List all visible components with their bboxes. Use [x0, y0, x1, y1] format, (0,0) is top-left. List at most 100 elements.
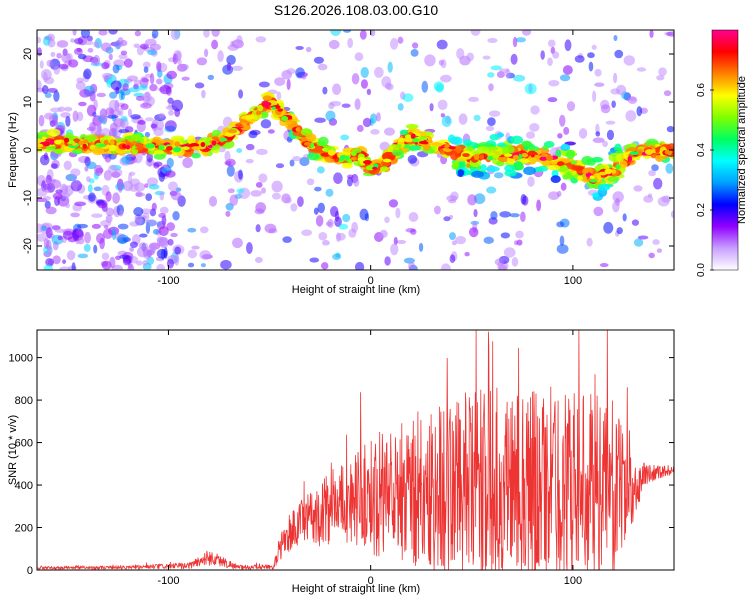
heatmap-cell: [144, 183, 149, 189]
heatmap-cell: [658, 67, 667, 77]
heatmap-cell: [605, 120, 616, 125]
heatmap-cell: [90, 124, 102, 137]
heatmap-cell: [70, 38, 75, 43]
heatmap-cell: [52, 255, 61, 265]
heatmap-cell: [593, 206, 604, 217]
heatmap-cell: [226, 62, 232, 72]
heatmap-cell: [452, 161, 460, 169]
heatmap-cell: [521, 153, 529, 158]
heatmap-cell: [93, 244, 98, 254]
heatmap-cell: [527, 176, 535, 187]
heatmap-cell: [341, 103, 351, 108]
colorbar-gradient: [711, 29, 739, 271]
heatmap-cell: [473, 154, 480, 161]
heatmap-cell: [166, 70, 178, 80]
heatmap-cell: [191, 245, 200, 250]
heatmap-cell: [43, 195, 52, 201]
heatmap-cell: [78, 101, 87, 107]
spectrogram-xlabel: Height of straight line (km): [292, 284, 420, 296]
heatmap-cell: [633, 185, 643, 192]
heatmap-cell: [581, 155, 594, 166]
heatmap-cell: [521, 140, 532, 147]
heatmap-cell: [648, 252, 655, 259]
heatmap-cell: [120, 103, 129, 111]
heatmap-cell: [145, 193, 153, 201]
heatmap-cell: [547, 57, 553, 67]
heatmap-cell: [181, 146, 190, 151]
snr-ytick-label: 400: [15, 480, 33, 492]
heatmap-cell: [587, 52, 595, 59]
heatmap-cell: [366, 88, 372, 96]
heatmap-cell: [99, 108, 108, 120]
heatmap-cell: [592, 90, 597, 102]
heatmap-cell: [470, 30, 481, 36]
heatmap-cell: [54, 139, 62, 145]
heatmap-cell: [530, 105, 540, 115]
heatmap-cell: [158, 144, 165, 151]
heatmap-cell: [105, 191, 112, 202]
heatmap-cell: [52, 192, 63, 200]
heatmap-cell: [37, 233, 47, 242]
heatmap-cell: [72, 30, 77, 36]
heatmap-cell: [503, 247, 516, 258]
heatmap-cell: [211, 39, 219, 50]
heatmap-cell: [295, 45, 304, 50]
heatmap-cell: [95, 232, 105, 244]
heatmap-cell: [140, 102, 152, 109]
heatmap-cell: [37, 138, 46, 143]
heatmap-cell: [106, 114, 119, 119]
heatmap-cell: [224, 150, 231, 163]
heatmap-cell: [388, 199, 399, 208]
heatmap-cell: [140, 208, 152, 215]
heatmap-cell: [258, 173, 268, 183]
heatmap-cell: [98, 30, 108, 36]
heatmap-cell: [560, 143, 571, 152]
heatmap-cell: [211, 140, 217, 146]
heatmap-cell: [502, 146, 509, 154]
heatmap-cell: [564, 171, 573, 180]
heatmap-cell: [63, 137, 70, 143]
heatmap-cell: [305, 46, 312, 53]
heatmap-cell: [313, 56, 324, 64]
heatmap-cell: [120, 119, 126, 129]
heatmap-cell: [313, 207, 319, 215]
heatmap-cell: [622, 213, 627, 222]
heatmap-cell: [261, 187, 266, 194]
heatmap-cell: [395, 207, 401, 219]
heatmap-cell: [612, 200, 620, 213]
heatmap-cell: [101, 62, 110, 70]
heatmap-cell: [548, 191, 560, 201]
heatmap-cell: [257, 104, 264, 112]
heatmap-cell: [41, 225, 47, 232]
heatmap-cell: [76, 228, 83, 236]
heatmap-cell: [285, 197, 292, 204]
heatmap-cell: [494, 258, 504, 266]
heatmap-cell: [37, 47, 42, 57]
heatmap-cell: [468, 96, 480, 103]
heatmap-cell: [128, 87, 141, 93]
heatmap-cell: [616, 227, 623, 235]
heatmap-cell: [392, 149, 404, 157]
heatmap-cell: [171, 99, 184, 112]
heatmap-cell: [524, 83, 537, 95]
heatmap-cell: [372, 166, 378, 170]
heatmap-cell: [574, 55, 585, 63]
heatmap-cell: [314, 186, 322, 192]
heatmap-cell: [598, 183, 611, 191]
heatmap-cell: [656, 74, 665, 81]
heatmap-cell: [556, 161, 565, 166]
heatmap-cell: [149, 43, 162, 51]
heatmap-cell: [629, 96, 637, 102]
heatmap-cell: [170, 30, 181, 41]
heatmap-cell: [317, 202, 325, 214]
heatmap-cell: [137, 119, 146, 125]
heatmap-cell: [429, 103, 434, 112]
heatmap-cell: [182, 157, 193, 169]
heatmap-cell: [432, 145, 438, 151]
heatmap-cell: [602, 140, 608, 148]
heatmap-cell: [607, 176, 620, 182]
heatmap-cell: [238, 169, 243, 180]
heatmap-cell: [354, 98, 361, 110]
heatmap-cell: [483, 236, 494, 245]
heatmap-cell: [53, 90, 60, 102]
